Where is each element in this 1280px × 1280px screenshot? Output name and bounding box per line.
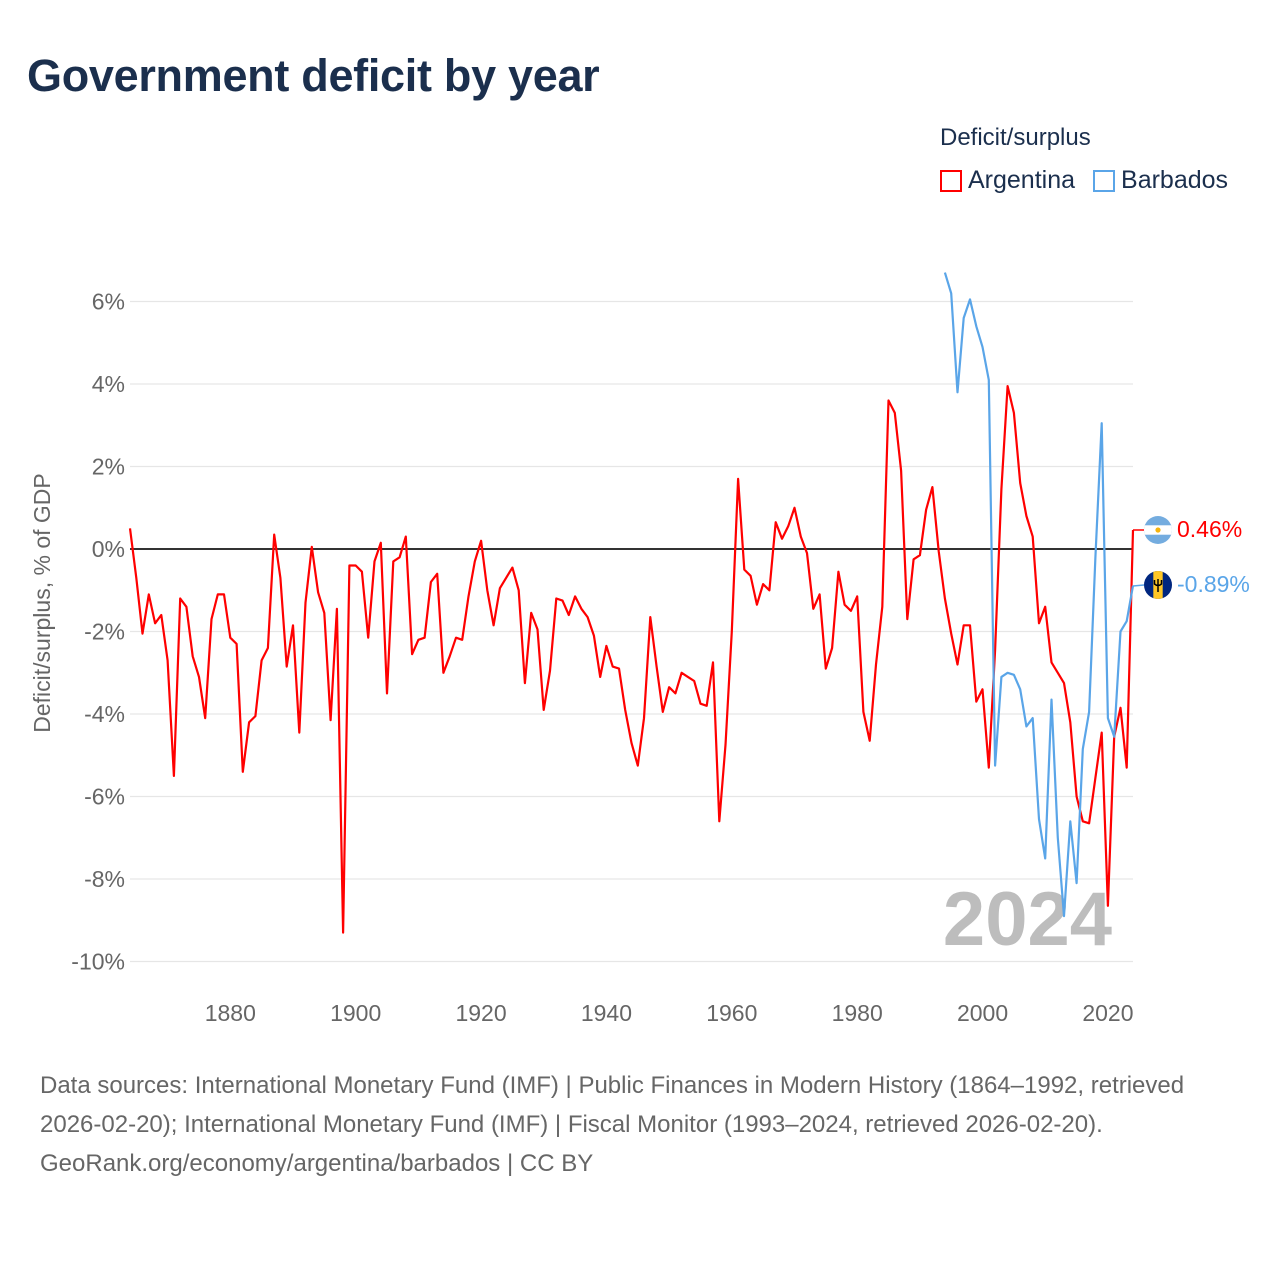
legend-label-argentina: Argentina: [968, 166, 1076, 194]
data-sources: Data sources: International Monetary Fun…: [40, 1072, 1185, 1138]
x-tick-label: 2000: [957, 1000, 1008, 1026]
legend-label-barbados: Barbados: [1121, 166, 1229, 194]
y-tick-label: 4%: [92, 371, 125, 397]
flag-barbados-icon: [1144, 571, 1172, 599]
footer: Data sources: International Monetary Fun…: [40, 1066, 1250, 1183]
y-tick-label: -10%: [71, 949, 125, 975]
end-label-argentina: 0.46%: [1177, 516, 1242, 542]
y-tick-label: -8%: [84, 866, 125, 892]
series-line-argentina[interactable]: [128, 385, 1135, 934]
end-label-barbados: -0.89%: [1177, 571, 1250, 597]
y-axis-title: Deficit/surplus, % of GDP: [29, 473, 55, 732]
year-watermark: 2024: [943, 877, 1112, 962]
flag-argentina-icon: [1144, 516, 1172, 544]
x-tick-label: 1940: [581, 1000, 632, 1026]
x-tick-label: 1900: [330, 1000, 381, 1026]
x-tick-label: 2020: [1082, 1000, 1133, 1026]
credit-link[interactable]: GeoRank.org/economy/argentina/barbados |…: [40, 1150, 594, 1177]
legend-swatch-barbados: [1093, 169, 1116, 192]
legend-item-argentina[interactable]: Argentina: [940, 166, 1075, 195]
series-line-barbados[interactable]: [943, 272, 1135, 918]
x-tick-label: 1960: [706, 1000, 757, 1026]
chart-title: Government deficit by year: [27, 50, 600, 101]
legend-title: Deficit/surplus: [940, 124, 1091, 151]
y-tick-label: 0%: [92, 536, 125, 562]
legend-swatch-argentina: [940, 169, 962, 192]
x-tick-label: 1920: [455, 1000, 506, 1026]
y-tick-label: 6%: [92, 289, 125, 315]
legend-item-barbados[interactable]: Barbados: [1093, 166, 1228, 195]
end-connector-barbados: [1132, 584, 1145, 587]
y-tick-label: 2%: [92, 454, 125, 480]
y-tick-label: -4%: [84, 701, 125, 727]
x-tick-label: 1980: [832, 1000, 883, 1026]
x-tick-label: 1880: [205, 1000, 256, 1026]
y-tick-label: -2%: [84, 619, 125, 645]
y-tick-label: -6%: [84, 784, 125, 810]
legend: Argentina Barbados: [940, 166, 1228, 195]
